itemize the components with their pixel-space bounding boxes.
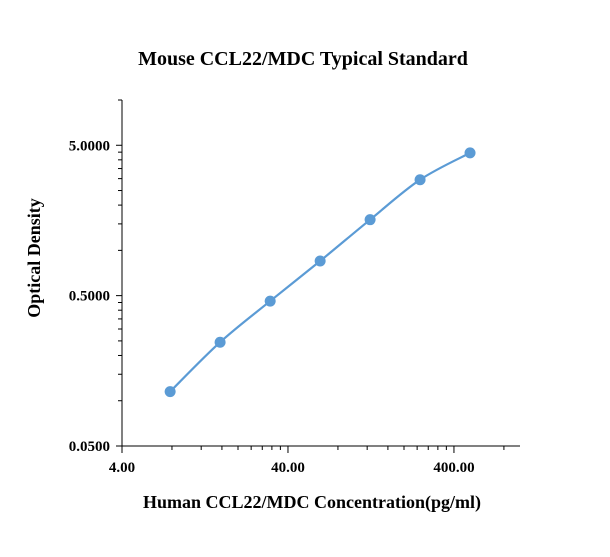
series-line (169, 151, 471, 393)
y-tick-label-2: 5.0000 (69, 138, 110, 154)
data-points (164, 147, 476, 398)
x-axis-title: Human CCL22/MDC Concentration(pg/ml) (143, 492, 481, 513)
axes (121, 100, 520, 447)
x-tick-label-0: 4.00 (109, 460, 135, 476)
data-point-1 (214, 336, 226, 348)
data-point-6 (464, 147, 476, 159)
y-axis-title: Optical Density (24, 198, 44, 318)
data-point-0 (164, 386, 176, 398)
x-tick-label-1: 40.00 (271, 460, 305, 476)
y-tick-label-0: 0.0500 (69, 439, 110, 455)
data-point-3 (314, 255, 326, 267)
data-point-5 (414, 174, 426, 186)
chart-title: Mouse CCL22/MDC Typical Standard (138, 48, 468, 70)
data-point-2 (264, 295, 276, 307)
data-point-4 (364, 214, 376, 226)
x-tick-label-2: 400.00 (433, 460, 474, 476)
ticks (116, 99, 505, 453)
y-tick-label-1: 0.5000 (69, 289, 110, 305)
